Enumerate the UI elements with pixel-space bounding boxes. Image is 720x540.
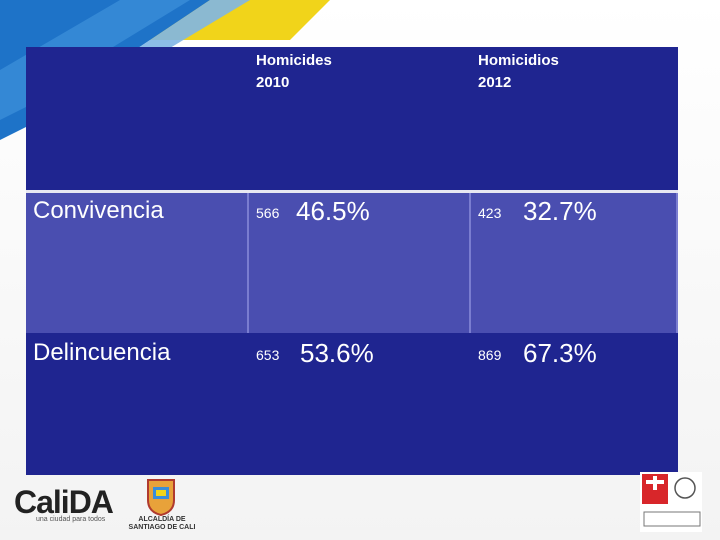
header-year: 2012 bbox=[478, 74, 512, 91]
row-label: Convivencia bbox=[33, 197, 164, 224]
calida-logo: CaliDA una ciudad para todos bbox=[14, 484, 114, 523]
column-header-2012: Homicidios 2012 bbox=[478, 50, 559, 94]
column-header-2010: Homicides 2010 bbox=[256, 50, 332, 94]
count-2012: 423 bbox=[478, 205, 502, 221]
header-title: Homicidios bbox=[478, 52, 559, 69]
count-2010: 653 bbox=[256, 347, 280, 363]
calida-tagline: una ciudad para todos bbox=[36, 516, 106, 523]
count-2012: 869 bbox=[478, 347, 502, 363]
percent-2012: 67.3% bbox=[523, 338, 597, 368]
partner-logos-icon bbox=[640, 472, 702, 532]
count-2010: 566 bbox=[256, 205, 280, 221]
table-row-convivencia-background bbox=[26, 193, 678, 333]
row-divider bbox=[26, 190, 678, 193]
header-title: Homicides bbox=[256, 52, 332, 69]
column-divider bbox=[469, 193, 471, 333]
percent-2012: 32.7% bbox=[523, 196, 597, 226]
row-label: Delincuencia bbox=[33, 339, 171, 366]
calida-logo-text: CaliDA bbox=[14, 484, 114, 520]
column-divider bbox=[676, 193, 678, 333]
column-divider bbox=[247, 193, 249, 333]
alcaldia-label: ALCALDÍA DE SANTIAGO DE CALI bbox=[128, 516, 196, 531]
city-shield-icon bbox=[147, 479, 175, 516]
header-year: 2010 bbox=[256, 74, 290, 91]
percent-2010: 46.5% bbox=[296, 196, 370, 226]
percent-2010: 53.6% bbox=[300, 338, 374, 368]
